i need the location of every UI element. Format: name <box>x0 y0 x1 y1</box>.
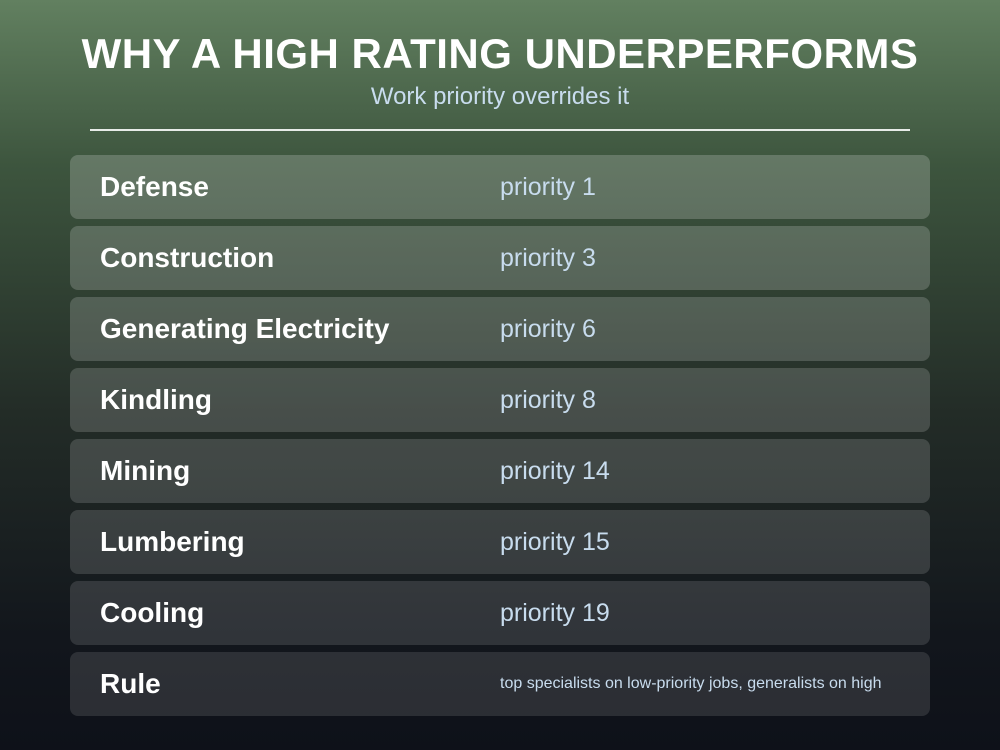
row-label: Rule <box>100 668 161 699</box>
row-label: Mining <box>100 455 191 486</box>
row-label: Kindling <box>100 384 212 415</box>
row: Rule top specialists on low-priority jobs… <box>70 652 930 716</box>
row-value: priority 6 <box>500 315 596 343</box>
title: WHY A HIGH RATING UNDERPERFORMS <box>81 30 919 77</box>
row: Defense priority 1 <box>70 155 930 219</box>
row-value: top specialists on low-priority jobs, ge… <box>500 675 882 692</box>
row-value: priority 14 <box>500 457 610 485</box>
row-value: priority 1 <box>500 173 596 201</box>
divider <box>90 129 910 131</box>
row-label: Lumbering <box>100 526 245 557</box>
row-value: priority 8 <box>500 386 596 414</box>
row-label: Construction <box>100 242 275 273</box>
row-label: Defense <box>100 171 209 202</box>
row-label: Cooling <box>100 597 205 628</box>
subtitle: Work priority overrides it <box>370 83 630 110</box>
row-value: priority 3 <box>500 244 596 272</box>
row-value: priority 15 <box>500 528 610 556</box>
row-label: Generating Electricity <box>100 313 390 344</box>
row: Construction priority 3 <box>70 226 930 290</box>
row: Cooling priority 19 <box>70 581 930 645</box>
row: Kindling priority 8 <box>70 368 930 432</box>
row-value: priority 19 <box>500 599 610 627</box>
row: Generating Electricity priority 6 <box>70 297 930 361</box>
row: Lumbering priority 15 <box>70 510 930 574</box>
row: Mining priority 14 <box>70 439 930 503</box>
